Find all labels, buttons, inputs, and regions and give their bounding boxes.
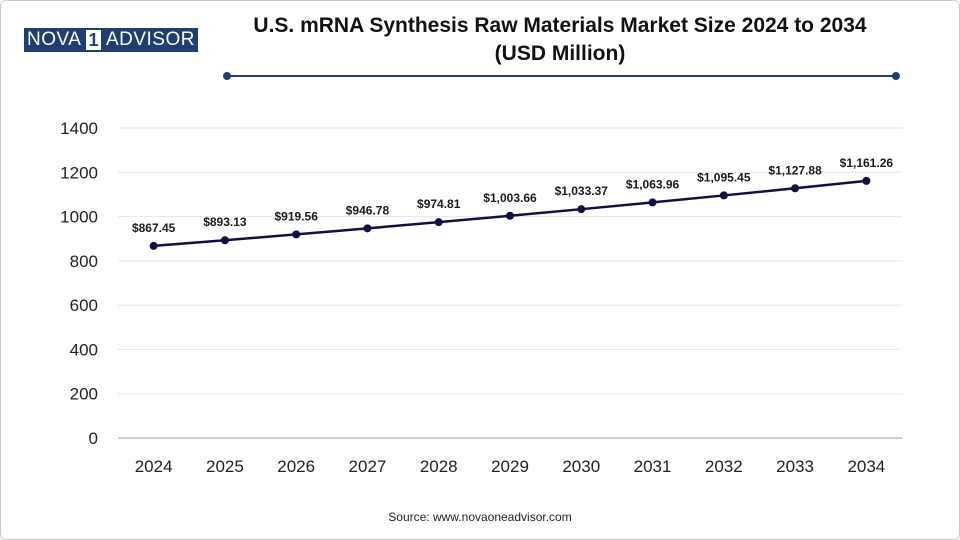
logo-text-advisor: ADVISOR [102, 28, 198, 52]
data-point [434, 218, 443, 227]
y-tick-label: 800 [70, 252, 98, 271]
x-tick-label: 2026 [277, 457, 315, 476]
x-tick-label: 2025 [206, 457, 244, 476]
y-tick-label: 600 [70, 296, 98, 315]
y-tick-label: 200 [70, 385, 98, 404]
data-label: $893.13 [203, 215, 247, 229]
data-point [363, 224, 372, 233]
chart-title-line-2: (USD Million) [494, 42, 626, 65]
chart-title-line-1: U.S. mRNA Synthesis Raw Materials Market… [253, 14, 867, 37]
y-tick-label: 400 [70, 340, 98, 359]
data-point [719, 191, 728, 200]
x-tick-label: 2032 [705, 457, 743, 476]
data-point [506, 211, 514, 220]
y-tick-label: 1200 [60, 163, 98, 182]
data-label: $919.56 [274, 209, 318, 223]
data-label: $1,063.96 [626, 177, 680, 191]
data-point [149, 241, 158, 250]
y-tick-label: 1400 [60, 119, 98, 138]
x-tick-label: 2034 [847, 457, 885, 476]
data-point [220, 236, 229, 245]
y-tick-label: 0 [89, 429, 98, 448]
data-point [862, 176, 871, 185]
data-label: $946.78 [346, 203, 390, 217]
data-point [791, 184, 800, 193]
brand-logo: NOVA 1 ADVISOR [24, 28, 198, 52]
y-axis: 0 200 400 600 800 1000 1200 1400 [60, 119, 98, 448]
data-label: $1,033.37 [555, 184, 609, 198]
x-tick-label: 2033 [776, 457, 814, 476]
data-point [577, 205, 586, 214]
x-axis: 2024 2025 2026 2027 2028 2029 2030 2031 2032 2033… [118, 437, 902, 476]
x-tick-label: 2024 [135, 457, 173, 476]
x-tick-label: 2029 [491, 457, 529, 476]
x-tick-label: 2027 [349, 457, 387, 476]
data-label: $1,095.45 [697, 170, 751, 184]
data-label: $1,003.66 [483, 191, 537, 205]
logo-text-nova: NOVA [24, 28, 85, 52]
source-note: Source: www.novaoneadvisor.com [388, 510, 572, 524]
data-point [648, 198, 657, 207]
chart-title: U.S. mRNA Synthesis Raw Materials Market… [200, 12, 920, 68]
title-divider [223, 72, 900, 80]
data-label: $1,127.88 [768, 163, 822, 177]
data-point [292, 230, 301, 239]
data-labels: $867.45 $893.13 $919.56 $946.78 $974.81 $1,00… [132, 156, 893, 235]
divider-dot-right [892, 72, 900, 80]
x-tick-label: 2028 [420, 457, 458, 476]
divider-dot-left [223, 72, 231, 80]
logo-text-one: 1 [84, 28, 103, 52]
data-label: $974.81 [417, 197, 461, 211]
x-tick-label: 2030 [562, 457, 600, 476]
series-market-size [149, 176, 871, 250]
y-tick-label: 1000 [60, 208, 98, 227]
data-label: $867.45 [132, 221, 176, 235]
data-label: $1,161.26 [840, 156, 894, 170]
x-tick-label: 2031 [634, 457, 672, 476]
